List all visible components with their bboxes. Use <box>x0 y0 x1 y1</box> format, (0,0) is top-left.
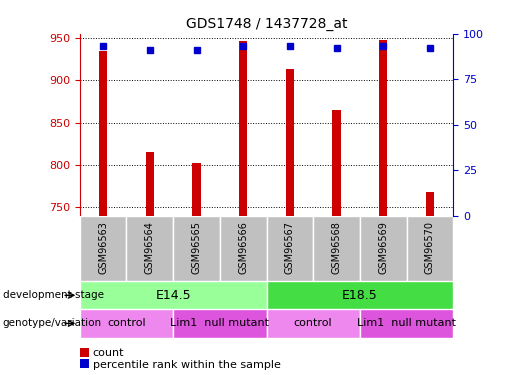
Bar <box>286 69 294 216</box>
Bar <box>267 281 453 309</box>
Bar <box>146 152 154 216</box>
Bar <box>80 309 173 338</box>
Text: GSM96563: GSM96563 <box>98 221 108 274</box>
Bar <box>332 110 341 216</box>
Text: E14.5: E14.5 <box>156 289 191 302</box>
Bar <box>313 216 360 281</box>
Text: genotype/variation: genotype/variation <box>3 318 101 328</box>
Text: GSM96566: GSM96566 <box>238 221 248 274</box>
Text: E18.5: E18.5 <box>342 289 377 302</box>
Bar <box>173 216 220 281</box>
Bar <box>267 309 360 338</box>
Text: Lim1  null mutant: Lim1 null mutant <box>357 318 456 328</box>
Bar <box>127 216 173 281</box>
Bar <box>239 40 247 216</box>
Text: GSM96569: GSM96569 <box>378 221 388 274</box>
Text: GSM96564: GSM96564 <box>145 221 155 274</box>
Bar <box>80 216 127 281</box>
Text: control: control <box>294 318 333 328</box>
Bar <box>379 40 387 216</box>
Bar <box>99 51 107 216</box>
Bar <box>406 216 453 281</box>
Bar <box>192 163 201 216</box>
Text: development stage: development stage <box>3 290 104 300</box>
Text: count: count <box>93 348 124 358</box>
Text: GSM96567: GSM96567 <box>285 221 295 274</box>
Text: control: control <box>107 318 146 328</box>
Text: Lim1  null mutant: Lim1 null mutant <box>170 318 269 328</box>
Text: percentile rank within the sample: percentile rank within the sample <box>93 360 281 369</box>
Bar <box>426 192 434 216</box>
Text: GSM96570: GSM96570 <box>425 221 435 274</box>
Title: GDS1748 / 1437728_at: GDS1748 / 1437728_at <box>186 17 347 32</box>
Bar <box>220 216 267 281</box>
Text: GSM96565: GSM96565 <box>192 221 201 274</box>
Bar <box>267 216 313 281</box>
Bar <box>80 281 267 309</box>
Text: GSM96568: GSM96568 <box>332 221 341 274</box>
Bar <box>360 309 453 338</box>
Bar <box>360 216 406 281</box>
Bar <box>173 309 267 338</box>
